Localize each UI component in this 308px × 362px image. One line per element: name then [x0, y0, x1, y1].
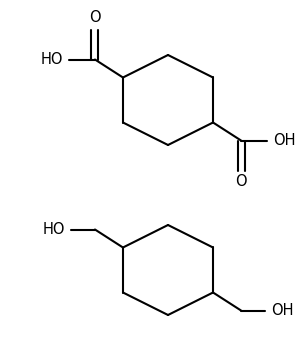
- Text: O: O: [235, 174, 247, 189]
- Text: HO: HO: [43, 222, 65, 237]
- Text: HO: HO: [40, 52, 63, 67]
- Text: OH: OH: [273, 133, 296, 148]
- Text: OH: OH: [271, 303, 294, 318]
- Text: O: O: [89, 10, 101, 25]
